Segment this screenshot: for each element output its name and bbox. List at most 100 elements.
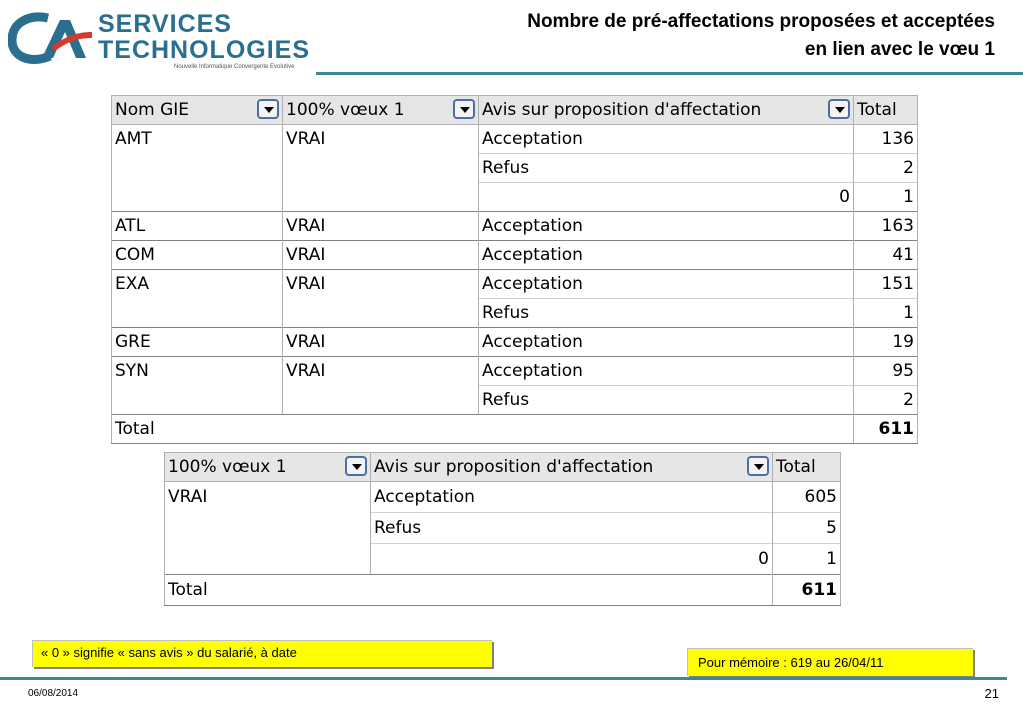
header-voeux: 100% vœux 1 xyxy=(282,95,479,125)
cell-total: 1 xyxy=(772,543,841,575)
table-row: COM VRAI Acceptation 41 xyxy=(111,240,918,270)
cell-total: 1 xyxy=(853,298,918,328)
table-row: AMT VRAI Acceptation 136 xyxy=(111,124,918,154)
total-label: Total xyxy=(164,574,371,606)
cell-voeux xyxy=(282,153,479,183)
cell-gie xyxy=(111,385,283,415)
table-row: ATL VRAI Acceptation 163 xyxy=(111,211,918,241)
cell-voeux xyxy=(282,385,479,415)
cell-total: 41 xyxy=(853,240,918,270)
total-value: 611 xyxy=(772,574,841,606)
total-spacer xyxy=(370,574,773,606)
table-total-row: Total 611 xyxy=(111,414,918,444)
table-row: 0 1 xyxy=(111,182,918,212)
slide-title-line2: en lien avec le vœu 1 xyxy=(804,39,995,60)
cell-total: 5 xyxy=(772,512,841,544)
cell-avis: Refus xyxy=(478,153,854,183)
cell-gie: COM xyxy=(111,240,283,270)
header-avis: Avis sur proposition d'affectation xyxy=(370,452,773,482)
cell-gie: ATL xyxy=(111,211,283,241)
cell-gie xyxy=(111,298,283,328)
header-total: Total xyxy=(853,95,918,125)
cell-avis: Acceptation xyxy=(478,124,854,154)
logo-text-services: SERVICES xyxy=(98,10,232,38)
cell-voeux xyxy=(282,298,479,328)
table-row: Refus 2 xyxy=(111,153,918,183)
table-row: 0 1 xyxy=(164,543,841,575)
table-header-row: Nom GIE 100% vœux 1 Avis sur proposition… xyxy=(111,95,918,125)
table-row: VRAI Acceptation 605 xyxy=(164,481,841,513)
cell-avis: Acceptation xyxy=(370,481,773,513)
table-total-row: Total 611 xyxy=(164,574,841,606)
logo-tagline: Nouvelle Informatique Convergente Evolut… xyxy=(174,64,295,70)
cell-total: 2 xyxy=(853,385,918,415)
header-divider xyxy=(316,72,1023,75)
cell-total: 605 xyxy=(772,481,841,513)
cell-voeux xyxy=(164,512,371,544)
ca-logo-mark-icon xyxy=(8,12,92,64)
cell-avis: Acceptation xyxy=(478,211,854,241)
header-label: Avis sur proposition d'affectation xyxy=(374,456,654,477)
cell-voeux: VRAI xyxy=(282,124,479,154)
table-row: GRE VRAI Acceptation 19 xyxy=(111,327,918,357)
cell-gie: GRE xyxy=(111,327,283,357)
cell-voeux: VRAI xyxy=(282,356,479,386)
cell-avis: Acceptation xyxy=(478,327,854,357)
table-row: Refus 1 xyxy=(111,298,918,328)
cell-voeux: VRAI xyxy=(282,240,479,270)
cell-voeux: VRAI xyxy=(282,327,479,357)
pivot-table-summary: 100% vœux 1 Avis sur proposition d'affec… xyxy=(164,452,841,606)
cell-total: 163 xyxy=(853,211,918,241)
header-label: 100% vœux 1 xyxy=(168,456,287,477)
pivot-table-by-gie: Nom GIE 100% vœux 1 Avis sur proposition… xyxy=(111,95,918,444)
total-spacer xyxy=(282,414,479,444)
cell-avis: Acceptation xyxy=(478,356,854,386)
table-row: SYN VRAI Acceptation 95 xyxy=(111,356,918,386)
header-label: Nom GIE xyxy=(115,99,190,120)
total-spacer xyxy=(478,414,854,444)
table-header-row: 100% vœux 1 Avis sur proposition d'affec… xyxy=(164,452,841,482)
cell-avis: Refus xyxy=(478,298,854,328)
cell-gie: AMT xyxy=(111,124,283,154)
cell-total: 136 xyxy=(853,124,918,154)
total-value: 611 xyxy=(853,414,918,444)
filter-dropdown-icon[interactable] xyxy=(453,99,475,119)
cell-voeux xyxy=(164,543,371,575)
header-voeux: 100% vœux 1 xyxy=(164,452,371,482)
cell-avis: Refus xyxy=(478,385,854,415)
footer-divider xyxy=(0,677,1007,680)
cell-gie: EXA xyxy=(111,269,283,299)
cell-avis: 0 xyxy=(370,543,773,575)
total-label: Total xyxy=(111,414,283,444)
cell-avis: Acceptation xyxy=(478,269,854,299)
cell-gie: SYN xyxy=(111,356,283,386)
table-row: Refus 2 xyxy=(111,385,918,415)
note-pour-memoire: Pour mémoire : 619 au 26/04/11 xyxy=(687,648,973,676)
filter-dropdown-icon[interactable] xyxy=(345,456,367,476)
logo-text-technologies: TECHNOLOGIES xyxy=(98,36,311,64)
slide-title: Nombre de pré-affectations proposées et … xyxy=(375,8,995,64)
header-nom-gie: Nom GIE xyxy=(111,95,283,125)
header-total: Total xyxy=(772,452,841,482)
cell-voeux: VRAI xyxy=(282,211,479,241)
footer-date: 06/08/2014 xyxy=(28,688,79,699)
filter-dropdown-icon[interactable] xyxy=(828,99,850,119)
cell-avis: 0 xyxy=(478,182,854,212)
header-label: Avis sur proposition d'affectation xyxy=(482,99,762,120)
cell-avis: Acceptation xyxy=(478,240,854,270)
slide-title-line1: Nombre de pré-affectations proposées et … xyxy=(527,11,995,32)
cell-voeux: VRAI xyxy=(164,481,371,513)
filter-dropdown-icon[interactable] xyxy=(257,99,279,119)
cell-total: 1 xyxy=(853,182,918,212)
cell-gie xyxy=(111,182,283,212)
cell-total: 19 xyxy=(853,327,918,357)
company-logo: SERVICES TECHNOLOGIES Nouvelle Informati… xyxy=(8,8,316,74)
cell-voeux xyxy=(282,182,479,212)
table-row: EXA VRAI Acceptation 151 xyxy=(111,269,918,299)
table-row: Refus 5 xyxy=(164,512,841,544)
header-avis: Avis sur proposition d'affectation xyxy=(478,95,854,125)
cell-gie xyxy=(111,153,283,183)
cell-total: 2 xyxy=(853,153,918,183)
filter-dropdown-icon[interactable] xyxy=(747,456,769,476)
cell-avis: Refus xyxy=(370,512,773,544)
